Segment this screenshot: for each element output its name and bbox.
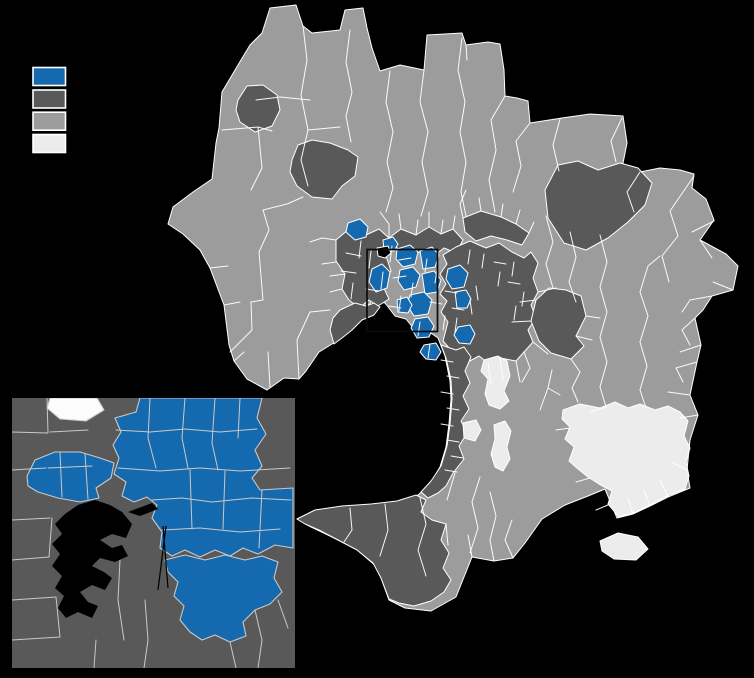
inset-focus-rectangle <box>366 248 439 333</box>
map-region <box>345 218 369 241</box>
legend <box>32 66 67 154</box>
map-region <box>296 494 452 607</box>
border-line <box>12 398 289 668</box>
map-region <box>530 287 587 360</box>
legend-swatch-dark-gray <box>32 89 67 109</box>
map-region <box>453 324 476 345</box>
border-line <box>209 237 464 473</box>
inset-bay-inlet <box>52 500 158 618</box>
inset-regions-blue <box>26 398 294 643</box>
inset-regions <box>12 398 295 668</box>
border-line <box>545 215 661 409</box>
border-line <box>340 240 525 359</box>
border-line <box>385 37 561 217</box>
suburb-border-lines <box>209 25 734 577</box>
map-region <box>420 344 472 499</box>
regions-light-gray <box>462 355 691 561</box>
map-region <box>490 420 512 472</box>
inset-map <box>12 398 295 668</box>
legend-swatch-light-gray <box>32 133 67 154</box>
map-region <box>544 160 653 251</box>
river-notch <box>128 503 158 516</box>
inset-border-lines <box>12 398 292 668</box>
legend-swatch-mid-gray <box>32 111 67 131</box>
border-line <box>379 189 535 239</box>
map-region <box>26 451 115 503</box>
map-region <box>462 210 530 246</box>
map-region <box>235 84 281 133</box>
map-region <box>289 139 359 200</box>
map-region <box>410 316 435 339</box>
bay-inlet <box>52 500 132 618</box>
map-region <box>419 342 442 361</box>
map-region <box>599 532 649 561</box>
map-region <box>395 244 419 268</box>
border-line <box>487 287 601 411</box>
map-region <box>164 554 283 643</box>
map-region <box>454 289 472 309</box>
border-line <box>59 398 292 549</box>
map-region <box>445 264 469 290</box>
border-line <box>610 117 734 396</box>
border-line <box>221 25 353 353</box>
map-region <box>368 263 391 293</box>
map-region <box>462 419 482 442</box>
border-line <box>343 406 699 577</box>
map-region <box>397 266 421 291</box>
needle-line <box>157 525 169 591</box>
pointer-needle <box>157 525 169 591</box>
map-region <box>480 355 511 410</box>
map-region <box>561 401 691 518</box>
legend-swatch-blue <box>32 66 67 87</box>
